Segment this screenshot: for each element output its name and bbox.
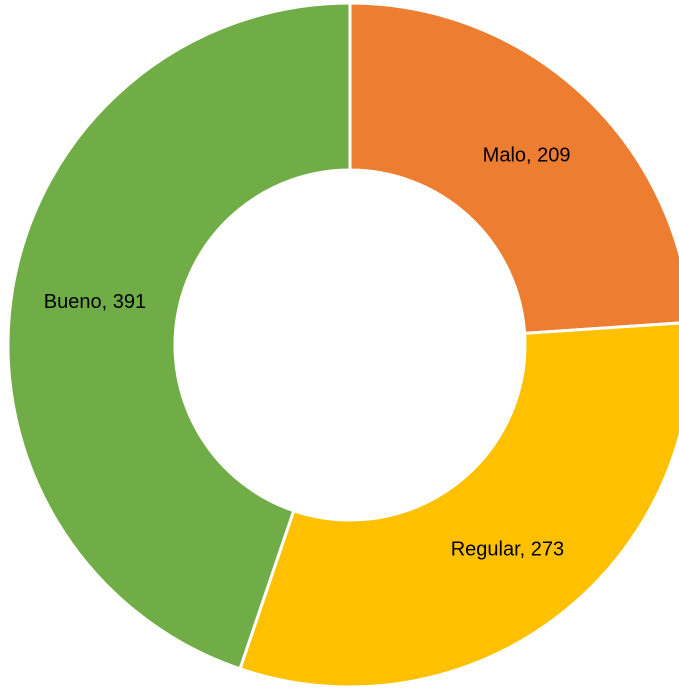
data-label: Malo, 209	[483, 145, 571, 167]
donut-segment	[238, 321, 679, 688]
donut-segment	[6, 1, 352, 671]
data-label: Bueno, 391	[44, 291, 146, 313]
data-label: Regular, 273	[451, 538, 564, 560]
donut-segment	[348, 1, 679, 335]
